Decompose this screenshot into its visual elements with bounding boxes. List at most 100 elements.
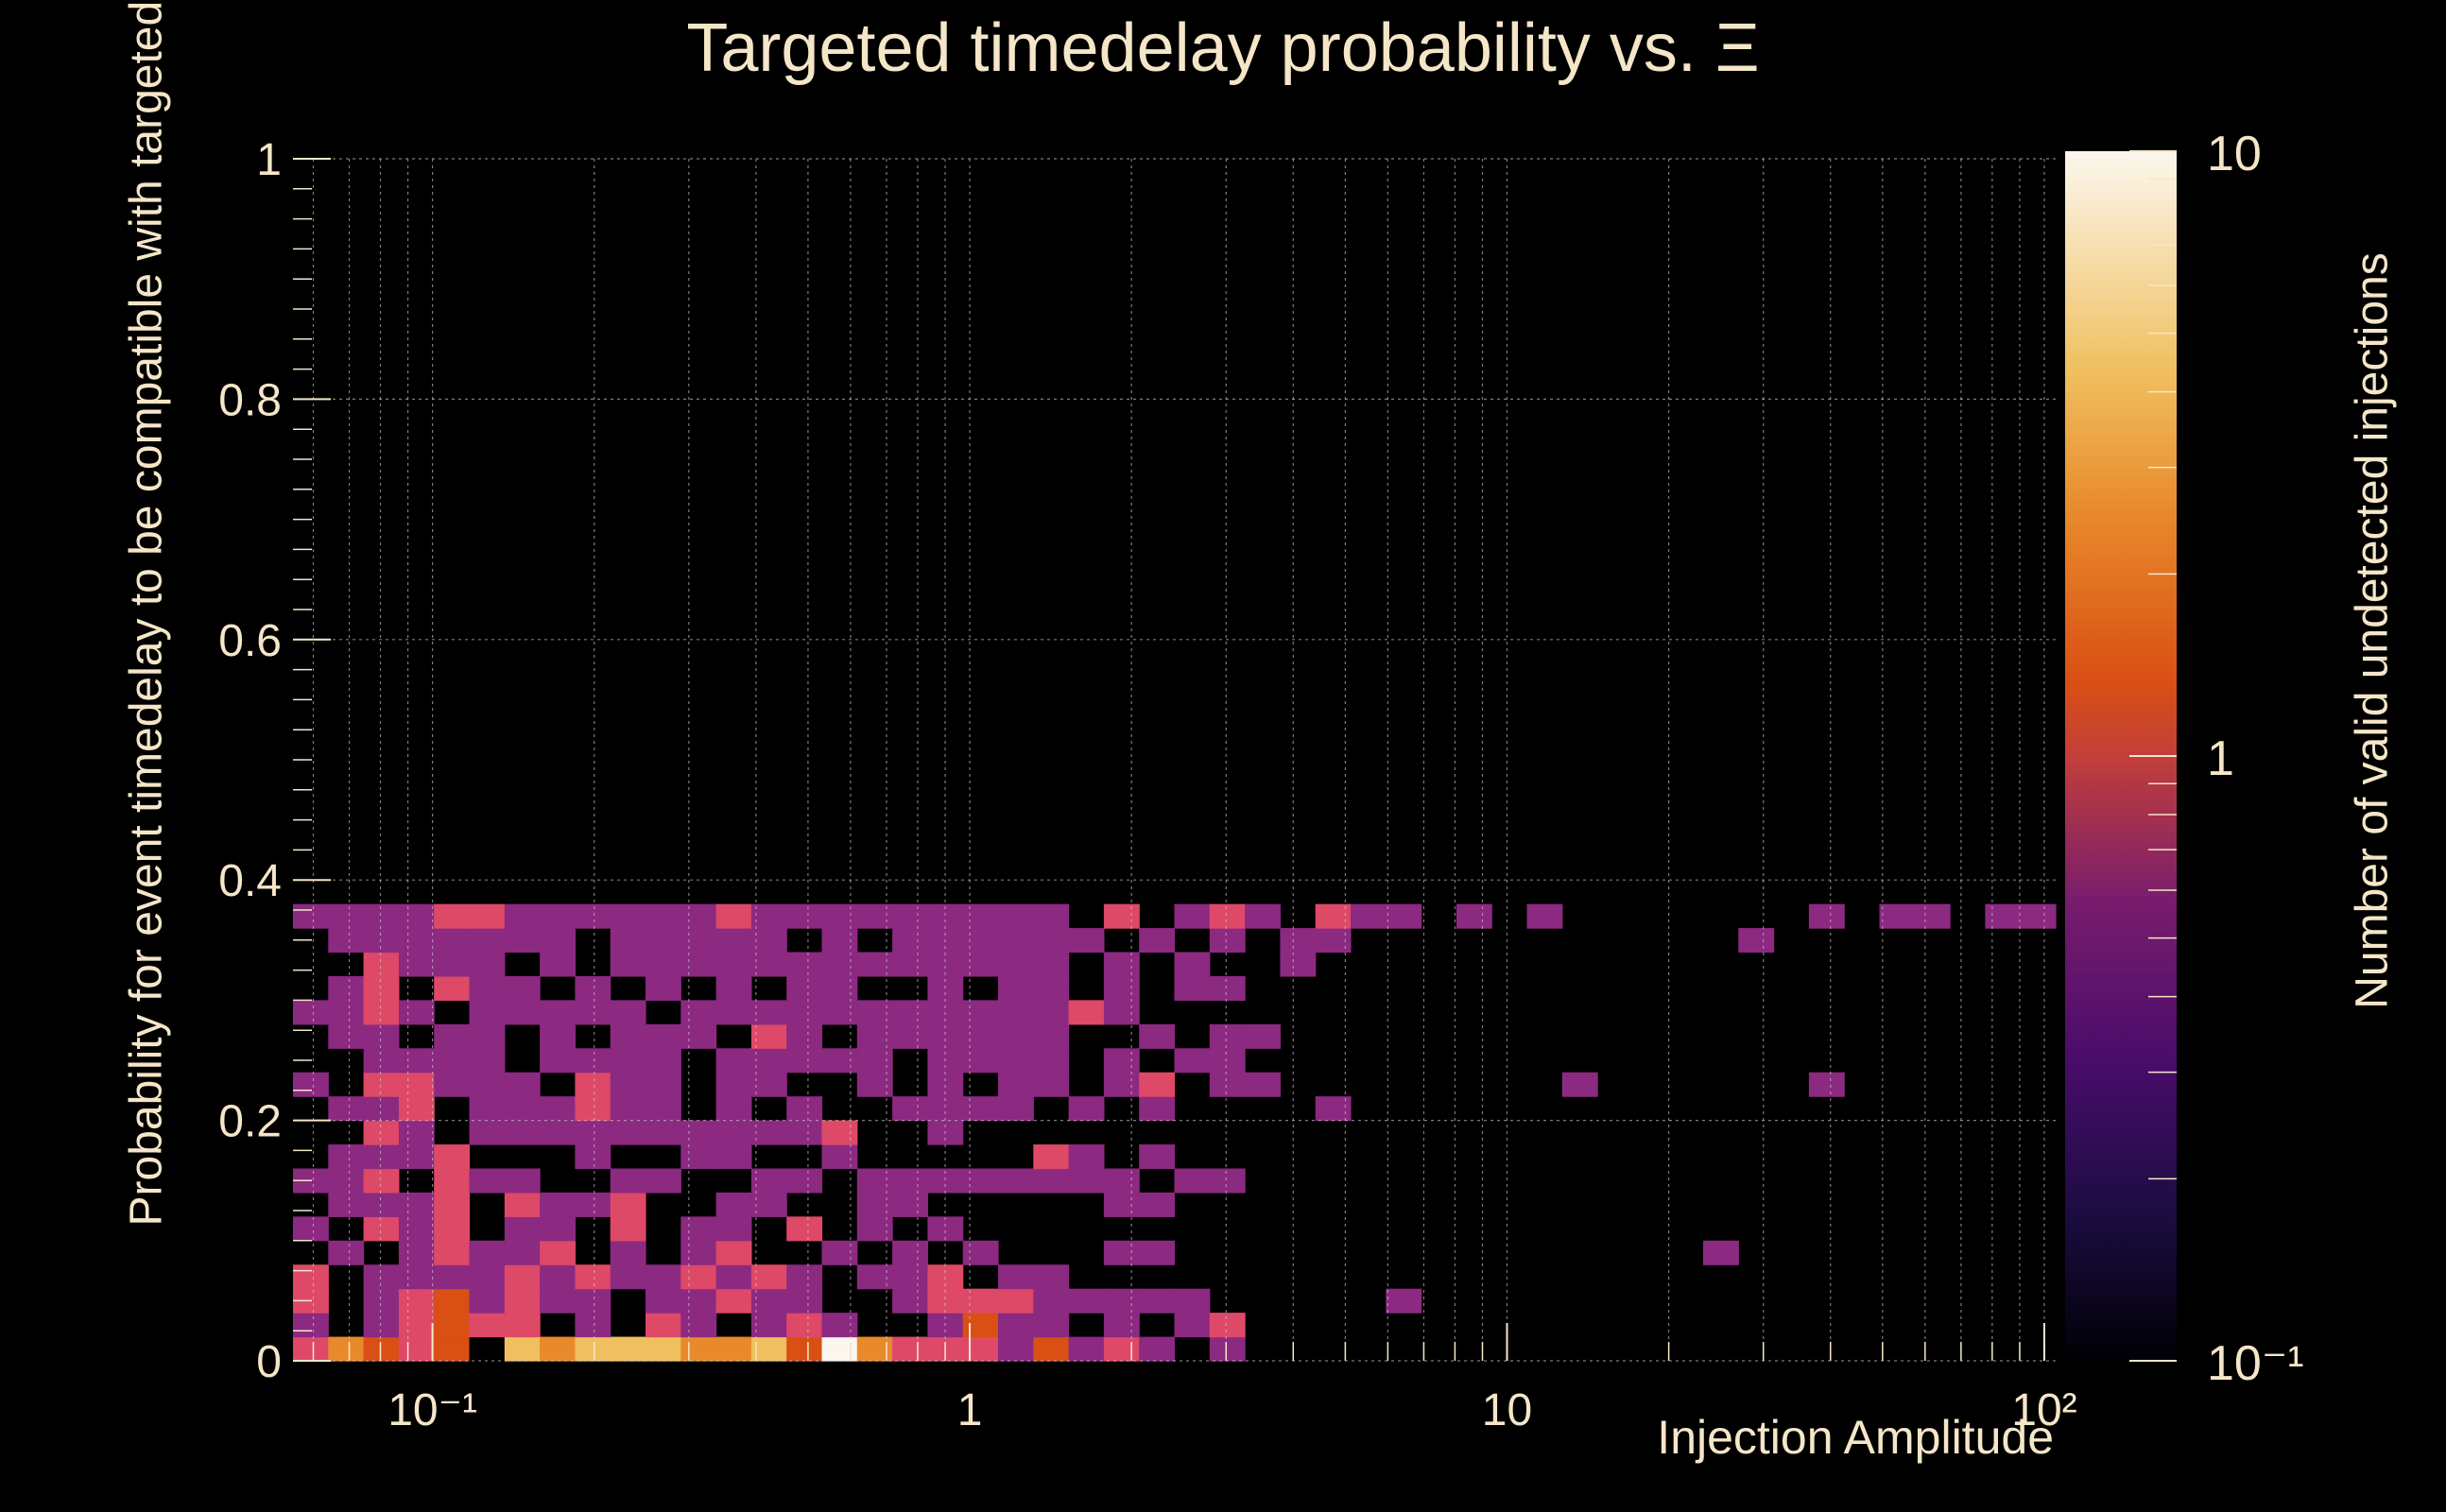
heatmap-cell: [750, 1000, 787, 1025]
heatmap-cell: [786, 1288, 823, 1314]
heatmap-cell: [856, 903, 893, 929]
heatmap-cell: [575, 1313, 612, 1338]
heatmap-cell: [962, 952, 999, 977]
heatmap-cell: [610, 952, 646, 977]
heatmap-cell: [1209, 1072, 1246, 1097]
heatmap-cell: [363, 903, 400, 929]
heatmap-cell: [856, 1264, 893, 1290]
heatmap-cell: [1103, 1288, 1140, 1314]
heatmap-cell: [1068, 1144, 1105, 1170]
heatmap-cell: [892, 952, 928, 977]
heatmap-cell: [1351, 903, 1387, 929]
heatmap-cell: [786, 1000, 823, 1025]
heatmap-cell: [927, 1023, 964, 1049]
heatmap-cell: [998, 1264, 1034, 1290]
heatmap-cell: [434, 1072, 471, 1097]
heatmap-cell: [1561, 1072, 1598, 1097]
heatmap-cell: [892, 1336, 928, 1362]
heatmap-cell: [363, 1192, 400, 1217]
heatmap-cell: [293, 1336, 329, 1362]
heatmap-cell: [1033, 1072, 1070, 1097]
heatmap-cell: [328, 1240, 365, 1265]
heatmap-cell: [646, 1023, 681, 1049]
heatmap-cell: [1068, 1096, 1105, 1122]
heatmap-cell: [680, 928, 717, 954]
heatmap-cell: [998, 1168, 1034, 1194]
heatmap-cell: [1245, 1023, 1281, 1049]
heatmap-cell: [540, 1000, 576, 1025]
heatmap-cell: [998, 1000, 1034, 1025]
heatmap-cell: [540, 1192, 576, 1217]
heatmap-cell: [750, 1313, 787, 1338]
heatmap-cell: [680, 903, 717, 929]
heatmap-cell: [715, 1288, 752, 1314]
heatmap-cell: [892, 1168, 928, 1194]
heatmap-cell: [1245, 1072, 1281, 1097]
heatmap-cell: [646, 1048, 681, 1074]
y-tick-label: 0.2: [218, 1097, 282, 1147]
x-tick-label: 10⁻¹: [388, 1385, 477, 1435]
heatmap-cell: [856, 1216, 893, 1242]
heatmap-cell: [575, 1072, 612, 1097]
heatmap-cell: [821, 1000, 858, 1025]
heatmap-cell: [1033, 1144, 1070, 1170]
heatmap-cell: [540, 1288, 576, 1314]
heatmap-cell: [715, 1048, 752, 1074]
heatmap-cell: [398, 952, 435, 977]
heatmap-cell: [821, 928, 858, 954]
heatmap-cell: [328, 975, 365, 1001]
heatmap-cell: [575, 1336, 612, 1362]
heatmap-cell: [328, 1168, 365, 1194]
y-tick-label: 0.6: [218, 616, 282, 666]
heatmap-cell: [610, 1168, 646, 1194]
heatmap-cell: [1139, 1336, 1176, 1362]
heatmap-cell: [328, 1023, 365, 1049]
heatmap-cell: [821, 1336, 858, 1362]
heatmap-cell: [469, 975, 506, 1001]
heatmap-cell: [469, 1023, 506, 1049]
heatmap-cell: [328, 1144, 365, 1170]
heatmap-cell: [469, 1096, 506, 1122]
heatmap-cell: [398, 1216, 435, 1242]
heatmap-cell: [504, 1336, 541, 1362]
heatmap-cell: [398, 1264, 435, 1290]
heatmap-cell: [1174, 1313, 1211, 1338]
heatmap-cell: [680, 1313, 717, 1338]
heatmap-cell: [469, 952, 506, 977]
heatmap-cell: [1068, 1000, 1105, 1025]
heatmap-cell: [715, 1096, 752, 1122]
heatmap-cell: [786, 1120, 823, 1145]
heatmap-cell: [1209, 1168, 1246, 1194]
heatmap-cell: [504, 1313, 541, 1338]
heatmap-cell: [363, 975, 400, 1001]
heatmap-cell: [1103, 1313, 1140, 1338]
heatmap-cell: [434, 1048, 471, 1074]
heatmap-cell: [998, 1336, 1034, 1362]
heatmap-cell: [469, 1072, 506, 1097]
colorbar-label: Number of valid undetected injections: [2347, 252, 2398, 1009]
x-axis-label: Injection Amplitude: [1657, 1411, 2054, 1464]
heatmap-cell: [680, 1288, 717, 1314]
heatmap-cell: [575, 975, 612, 1001]
heatmap-cell: [610, 903, 646, 929]
heatmap-cell: [434, 952, 471, 977]
heatmap-cell: [504, 903, 541, 929]
heatmap-cell: [786, 1168, 823, 1194]
heatmap-cell: [715, 928, 752, 954]
heatmap-cell: [434, 1313, 471, 1338]
heatmap-cell: [1386, 1288, 1422, 1314]
heatmap-cell: [328, 1336, 365, 1362]
heatmap-cell: [1209, 1313, 1246, 1338]
heatmap-cell: [750, 1023, 787, 1049]
heatmap-cell: [646, 928, 681, 954]
heatmap-cell: [575, 1048, 612, 1074]
heatmap-cell: [363, 1168, 400, 1194]
heatmap-cell: [434, 1144, 471, 1170]
heatmap-cell: [1879, 903, 1916, 929]
heatmap-cell: [1209, 903, 1246, 929]
heatmap-cell: [646, 1120, 681, 1145]
heatmap-cell: [540, 1096, 576, 1122]
heatmap-cell: [646, 1072, 681, 1097]
heatmap-cell: [1068, 1336, 1105, 1362]
